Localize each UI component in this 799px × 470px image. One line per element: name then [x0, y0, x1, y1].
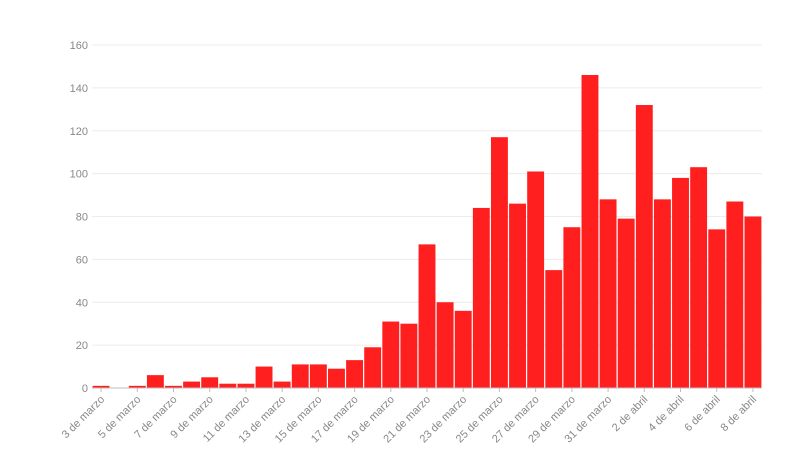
bar[interactable]: 26 de marzo: 86: [509, 203, 526, 388]
bar[interactable]: 6 de marzo: 6: [146, 375, 164, 388]
bar[interactable]: 7 de marzo: 1: [165, 385, 182, 388]
y-tick-label: 0: [82, 383, 88, 395]
bar[interactable]: 3 de abril: 88: [653, 199, 671, 388]
x-tick-label: 6 de abril: [682, 394, 722, 434]
bar[interactable]: 1 de abril: 79: [617, 218, 635, 388]
bar[interactable]: 10 de marzo: 2: [219, 383, 237, 388]
bar[interactable]: 29 de marzo: 75: [563, 227, 581, 388]
bar[interactable]: 30 de marzo: 146: [581, 75, 599, 388]
y-tick-label: 160: [70, 40, 88, 52]
y-tick-label: 80: [76, 212, 88, 224]
bars: 3 de marzo: 15 de marzo: 16 de marzo: 67…: [92, 75, 762, 389]
bar[interactable]: 5 de marzo: 1: [128, 385, 146, 388]
bar[interactable]: 4 de abril: 98: [672, 177, 689, 388]
y-tick-label: 120: [70, 126, 88, 138]
bar[interactable]: 13 de marzo: 3: [273, 381, 291, 388]
y-tick-label: 140: [70, 83, 88, 95]
bar[interactable]: 20 de marzo: 30: [400, 323, 418, 388]
bar[interactable]: 27 de marzo: 101: [527, 171, 545, 388]
bar[interactable]: 9 de marzo: 5: [201, 377, 219, 388]
bar[interactable]: 25 de marzo: 117: [490, 137, 508, 388]
bar[interactable]: 7 de abril: 87: [726, 201, 744, 388]
y-tick-label: 40: [76, 297, 88, 309]
bar[interactable]: 28 de marzo: 55: [545, 270, 563, 388]
bar[interactable]: 19 de marzo: 31: [382, 321, 400, 388]
x-tick-label: 2 de abril: [610, 394, 650, 434]
bar[interactable]: 18 de marzo: 19: [364, 347, 382, 388]
bar[interactable]: 16 de marzo: 9: [328, 368, 345, 388]
y-tick-label: 60: [76, 254, 88, 266]
bar[interactable]: 12 de marzo: 10: [255, 366, 273, 388]
bar[interactable]: 14 de marzo: 11: [291, 364, 309, 388]
bar[interactable]: 6 de abril: 74: [708, 229, 726, 388]
bar[interactable]: 24 de marzo: 84: [472, 207, 490, 388]
bar[interactable]: 23 de marzo: 36: [454, 310, 472, 388]
bar[interactable]: 17 de marzo: 13: [346, 360, 364, 388]
y-tick-label: 20: [76, 340, 88, 352]
bar[interactable]: 5 de abril: 103: [690, 167, 708, 388]
bar[interactable]: 31 de marzo: 88: [599, 199, 617, 388]
y-axis-tick-labels: 0 20 40 60 80 100 120 140 160: [70, 40, 88, 395]
bar[interactable]: 22 de marzo: 40: [436, 302, 454, 388]
bar[interactable]: 11 de marzo: 2: [237, 383, 255, 388]
bar[interactable]: 21 de marzo: 67: [418, 244, 436, 388]
x-tick-label: 8 de abril: [719, 394, 759, 434]
bar[interactable]: 8 de marzo: 3: [183, 381, 201, 388]
bar[interactable]: 15 de marzo: 11: [309, 364, 327, 388]
bar[interactable]: 2 de abril: 132: [635, 105, 653, 389]
x-tick-label: 4 de abril: [646, 394, 686, 434]
y-tick-label: 100: [70, 169, 88, 181]
bar[interactable]: 3 de marzo: 1: [92, 385, 110, 388]
bar[interactable]: 8 de abril: 80: [744, 216, 762, 389]
